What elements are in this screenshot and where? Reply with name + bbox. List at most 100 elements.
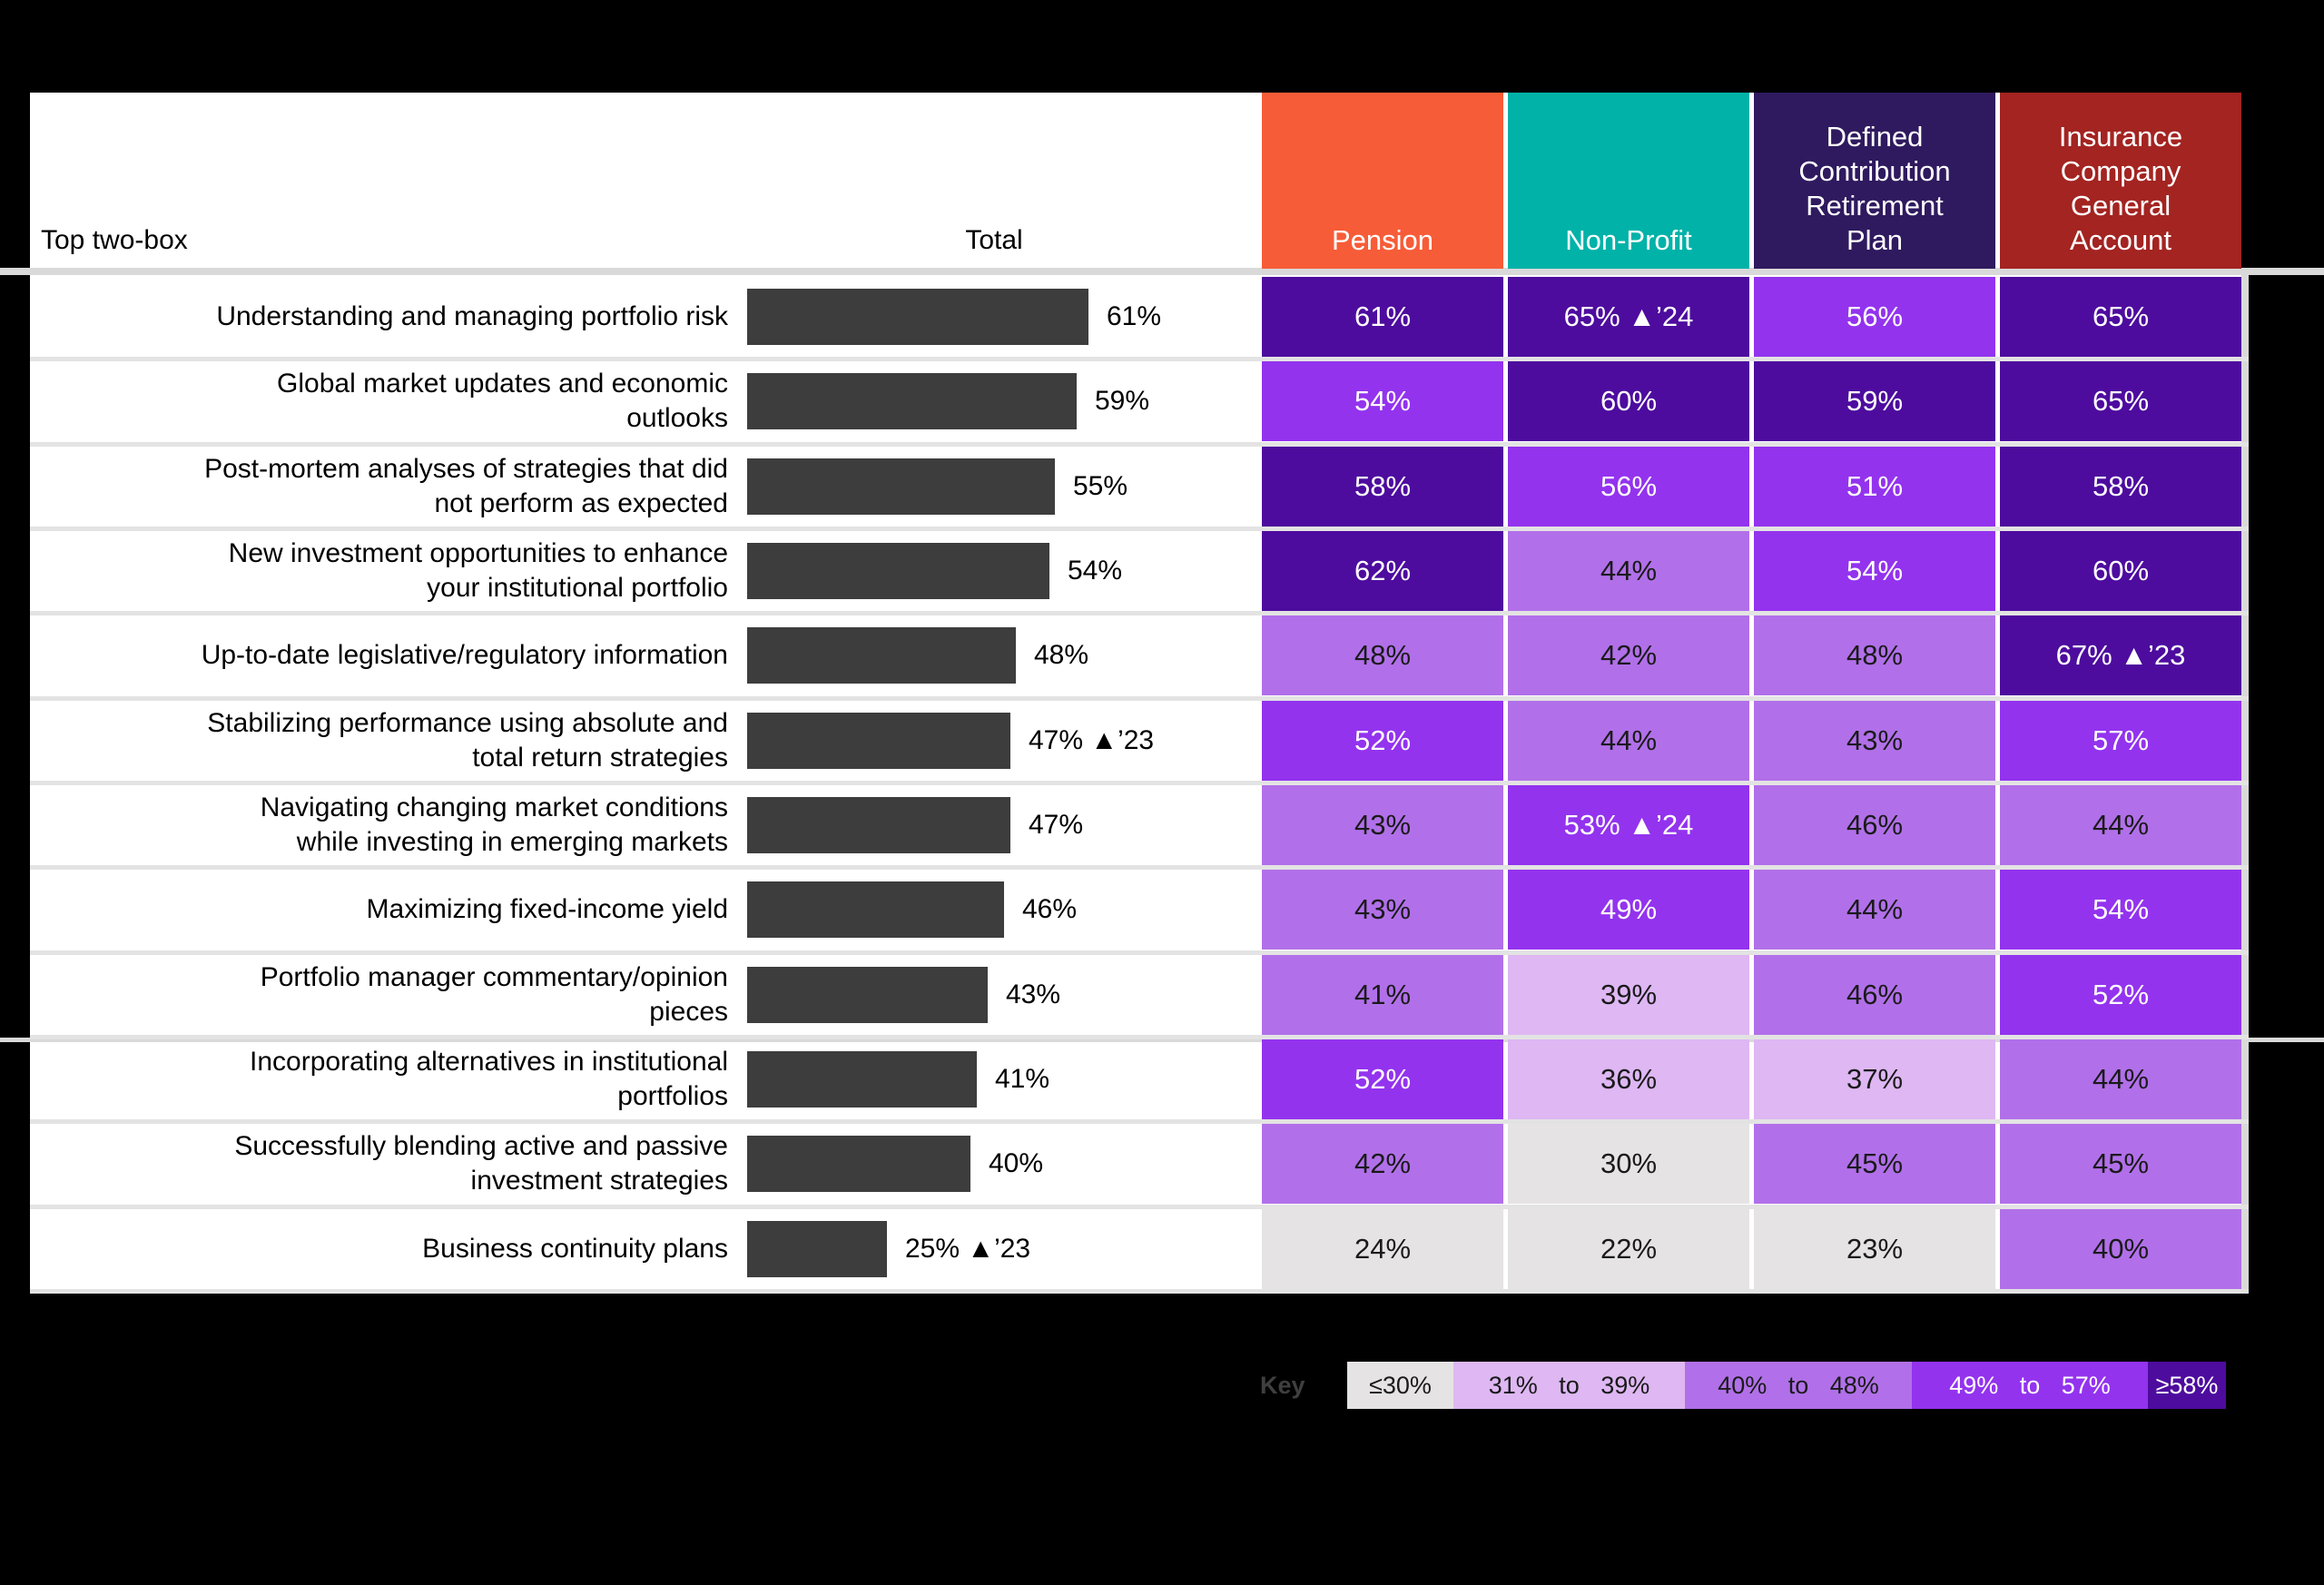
- cell-dcrp: 46%: [1754, 955, 1995, 1035]
- cell-icga: 65%: [2000, 361, 2241, 441]
- cell-pension: 24%: [1262, 1209, 1503, 1289]
- table-row: Navigating changing market conditions wh…: [0, 785, 2324, 865]
- table-row: Post-mortem analyses of strategies that …: [0, 447, 2324, 527]
- cell-icga: 40%: [2000, 1209, 2241, 1289]
- row-label: Stabilizing performance using absolute a…: [207, 708, 728, 773]
- table-row: New investment opportunities to enhance …: [0, 531, 2324, 611]
- row-label: Post-mortem analyses of strategies that …: [204, 454, 728, 518]
- cell-dcrp: 46%: [1754, 785, 1995, 865]
- table-row: Incorporating alternatives in institutio…: [0, 1039, 2324, 1119]
- total-value: 41%: [995, 1064, 1050, 1094]
- cell-dcrp: 43%: [1754, 701, 1995, 781]
- column-header-nonprofit: Non-Profit: [1508, 93, 1749, 269]
- cell-nonprofit: 22%: [1508, 1209, 1749, 1289]
- row-separator: [30, 1119, 2249, 1124]
- table-row: Up-to-date legislative/regulatory inform…: [0, 615, 2324, 695]
- row-separator: [30, 1035, 2249, 1039]
- legend-bucket-31-39: 31% to 39%: [1453, 1362, 1685, 1409]
- total-bar: [747, 543, 1049, 599]
- total-value: 43%: [1006, 980, 1061, 1009]
- row-label: Global market updates and economic outlo…: [277, 369, 728, 433]
- table-row: Portfolio manager commentary/opinion pie…: [0, 955, 2324, 1035]
- cell-pension: 52%: [1262, 1039, 1503, 1119]
- cell-pension: 58%: [1262, 447, 1503, 527]
- row-separator: [30, 865, 2249, 870]
- cell-dcrp: 45%: [1754, 1124, 1995, 1204]
- row-separator: [30, 442, 2249, 447]
- cell-icga: 45%: [2000, 1124, 2241, 1204]
- cell-nonprofit: 30%: [1508, 1124, 1749, 1204]
- total-bar: [747, 967, 988, 1023]
- row-separator: [30, 611, 2249, 615]
- total-bar: [747, 797, 1010, 853]
- cell-nonprofit: 60%: [1508, 361, 1749, 441]
- table-row: Global market updates and economic outlo…: [0, 361, 2324, 441]
- total-bar: [747, 1051, 977, 1108]
- column-header-pension: Pension: [1262, 93, 1503, 269]
- cell-pension: 41%: [1262, 955, 1503, 1035]
- table-row: Stabilizing performance using absolute a…: [0, 701, 2324, 781]
- header-gridline: [0, 268, 2324, 275]
- row-label: Understanding and managing portfolio ris…: [216, 301, 728, 331]
- row-label: Business continuity plans: [422, 1234, 728, 1264]
- cell-dcrp: 23%: [1754, 1209, 1995, 1289]
- legend-bucket-le30: ≤30%: [1347, 1362, 1453, 1409]
- row-label: Up-to-date legislative/regulatory inform…: [201, 640, 728, 670]
- total-column-header: Total: [965, 225, 1023, 255]
- legend-bucket-40-48: 40% to 48%: [1685, 1362, 1912, 1409]
- row-separator: [30, 781, 2249, 785]
- row-separator: [30, 696, 2249, 701]
- cell-dcrp: 51%: [1754, 447, 1995, 527]
- row-separator: [30, 950, 2249, 955]
- legend-bucket-49-57: 49% to 57%: [1912, 1362, 2148, 1409]
- cell-dcrp: 54%: [1754, 531, 1995, 611]
- total-bar: [747, 1221, 887, 1277]
- total-bar: [747, 881, 1004, 938]
- total-bar: [747, 1136, 970, 1192]
- cell-icga: 58%: [2000, 447, 2241, 527]
- total-value: 40%: [989, 1148, 1044, 1178]
- cell-nonprofit: 56%: [1508, 447, 1749, 527]
- total-value: 61%: [1107, 301, 1162, 331]
- row-header-label: Top two-box: [41, 225, 188, 255]
- mid-gridline: [0, 1038, 2324, 1042]
- cell-icga: 44%: [2000, 785, 2241, 865]
- cell-icga: 57%: [2000, 701, 2241, 781]
- cell-dcrp: 56%: [1754, 277, 1995, 357]
- cell-pension: 61%: [1262, 277, 1503, 357]
- table-row: Business continuity plans 25% ▲’23 24% 2…: [0, 1209, 2324, 1289]
- cell-nonprofit: 53% ▲’24: [1508, 785, 1749, 865]
- table-row: Understanding and managing portfolio ris…: [0, 277, 2324, 357]
- cell-nonprofit: 36%: [1508, 1039, 1749, 1119]
- table-row: Successfully blending active and passive…: [0, 1124, 2324, 1204]
- row-label: Portfolio manager commentary/opinion pie…: [260, 962, 728, 1027]
- row-label: Maximizing fixed-income yield: [366, 894, 728, 924]
- cell-pension: 52%: [1262, 701, 1503, 781]
- total-value: 59%: [1095, 386, 1150, 416]
- total-bar: [747, 627, 1016, 684]
- row-label: Incorporating alternatives in institutio…: [250, 1047, 728, 1111]
- cell-icga: 54%: [2000, 870, 2241, 950]
- total-bar: [747, 713, 1010, 769]
- cell-nonprofit: 44%: [1508, 701, 1749, 781]
- row-separator: [30, 1205, 2249, 1209]
- total-value: 25% ▲’23: [905, 1234, 1031, 1264]
- cell-icga: 67% ▲’23: [2000, 615, 2241, 695]
- total-value: 48%: [1034, 640, 1089, 670]
- cell-pension: 62%: [1262, 531, 1503, 611]
- cell-pension: 54%: [1262, 361, 1503, 441]
- table-row: Maximizing fixed-income yield 46% 43% 49…: [0, 870, 2324, 950]
- total-value: 47% ▲’23: [1029, 725, 1155, 755]
- cell-dcrp: 48%: [1754, 615, 1995, 695]
- row-label: Successfully blending active and passive…: [234, 1131, 728, 1196]
- cell-dcrp: 59%: [1754, 361, 1995, 441]
- total-bar: [747, 458, 1055, 515]
- row-separator: [30, 1289, 2249, 1294]
- legend-key-label: Key: [1260, 1371, 1305, 1399]
- total-value: 54%: [1068, 556, 1123, 586]
- cell-nonprofit: 44%: [1508, 531, 1749, 611]
- row-separator: [30, 357, 2249, 361]
- cell-pension: 42%: [1262, 1124, 1503, 1204]
- total-value: 55%: [1073, 471, 1128, 501]
- total-value: 47%: [1029, 810, 1084, 840]
